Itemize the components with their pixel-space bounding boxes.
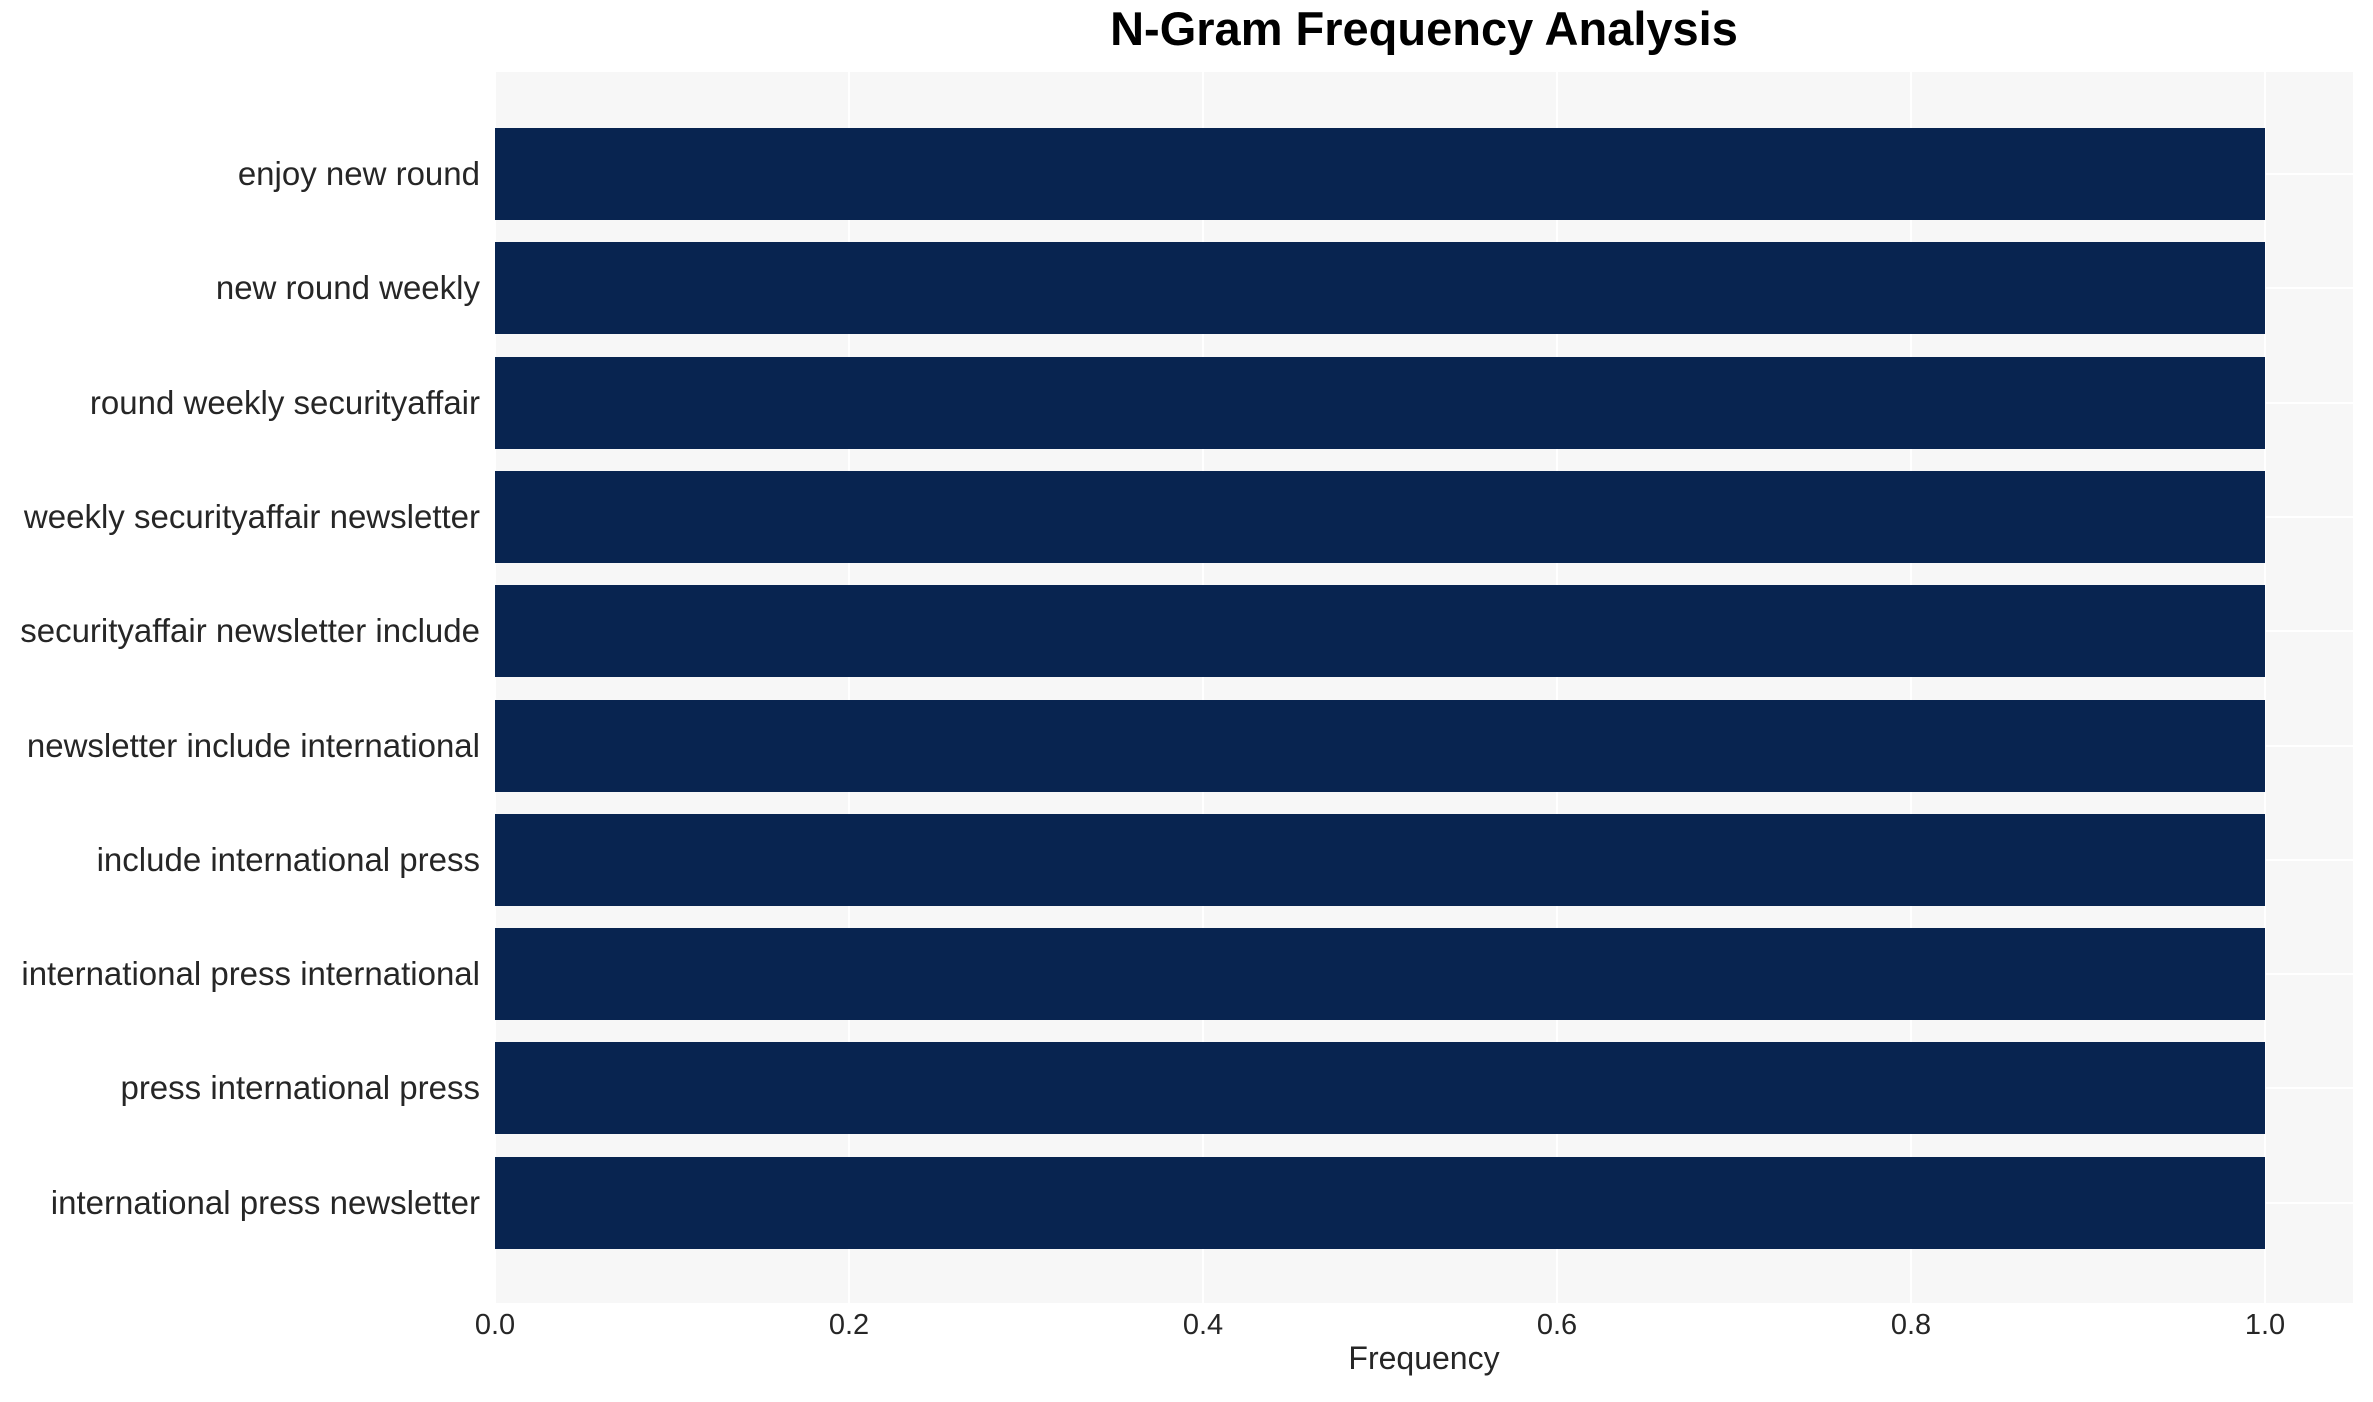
x-axis-label: Frequency	[1348, 1340, 1500, 1376]
y-axis-labels: enjoy new round new round weekly round wee…	[0, 0, 480, 1402]
bar	[495, 813, 2265, 906]
gridline-vertical	[1556, 72, 1558, 1303]
category-label: press international press	[120, 1069, 480, 1107]
bar	[495, 1042, 2265, 1135]
bar	[495, 356, 2265, 449]
bar	[495, 128, 2265, 220]
category-label: international press international	[21, 955, 480, 993]
gridline-vertical	[1202, 72, 1204, 1303]
gridline-vertical	[848, 72, 850, 1303]
x-tick-label: 0.6	[1536, 1309, 1578, 1341]
bar	[495, 470, 2265, 563]
gridline-vertical	[494, 72, 496, 1303]
category-label: securityaffair newsletter include	[20, 612, 480, 650]
x-tick-label: 0.0	[474, 1309, 516, 1341]
gridline-vertical	[1910, 72, 1912, 1303]
plot-area	[494, 72, 2353, 1303]
x-tick-label: 0.8	[1890, 1309, 1932, 1341]
category-label: international press newsletter	[50, 1183, 480, 1221]
category-label: include international press	[96, 840, 480, 878]
bar	[495, 699, 2265, 792]
bar	[495, 928, 2265, 1021]
x-tick-label: 0.4	[1182, 1309, 1224, 1341]
gridline-vertical	[2264, 72, 2266, 1303]
bar	[495, 242, 2265, 335]
category-label: weekly securityaffair newsletter	[23, 497, 480, 535]
chart-title: N-Gram Frequency Analysis	[1110, 2, 1738, 55]
category-label: new round weekly	[215, 269, 480, 307]
category-label: round weekly securityaffair	[89, 383, 480, 421]
bar	[495, 585, 2265, 678]
x-tick-label: 0.2	[828, 1309, 870, 1341]
x-tick-label: 1.0	[2244, 1309, 2286, 1341]
bar	[495, 1156, 2265, 1249]
category-label: newsletter include international	[26, 726, 480, 764]
category-label: enjoy new round	[237, 155, 480, 192]
